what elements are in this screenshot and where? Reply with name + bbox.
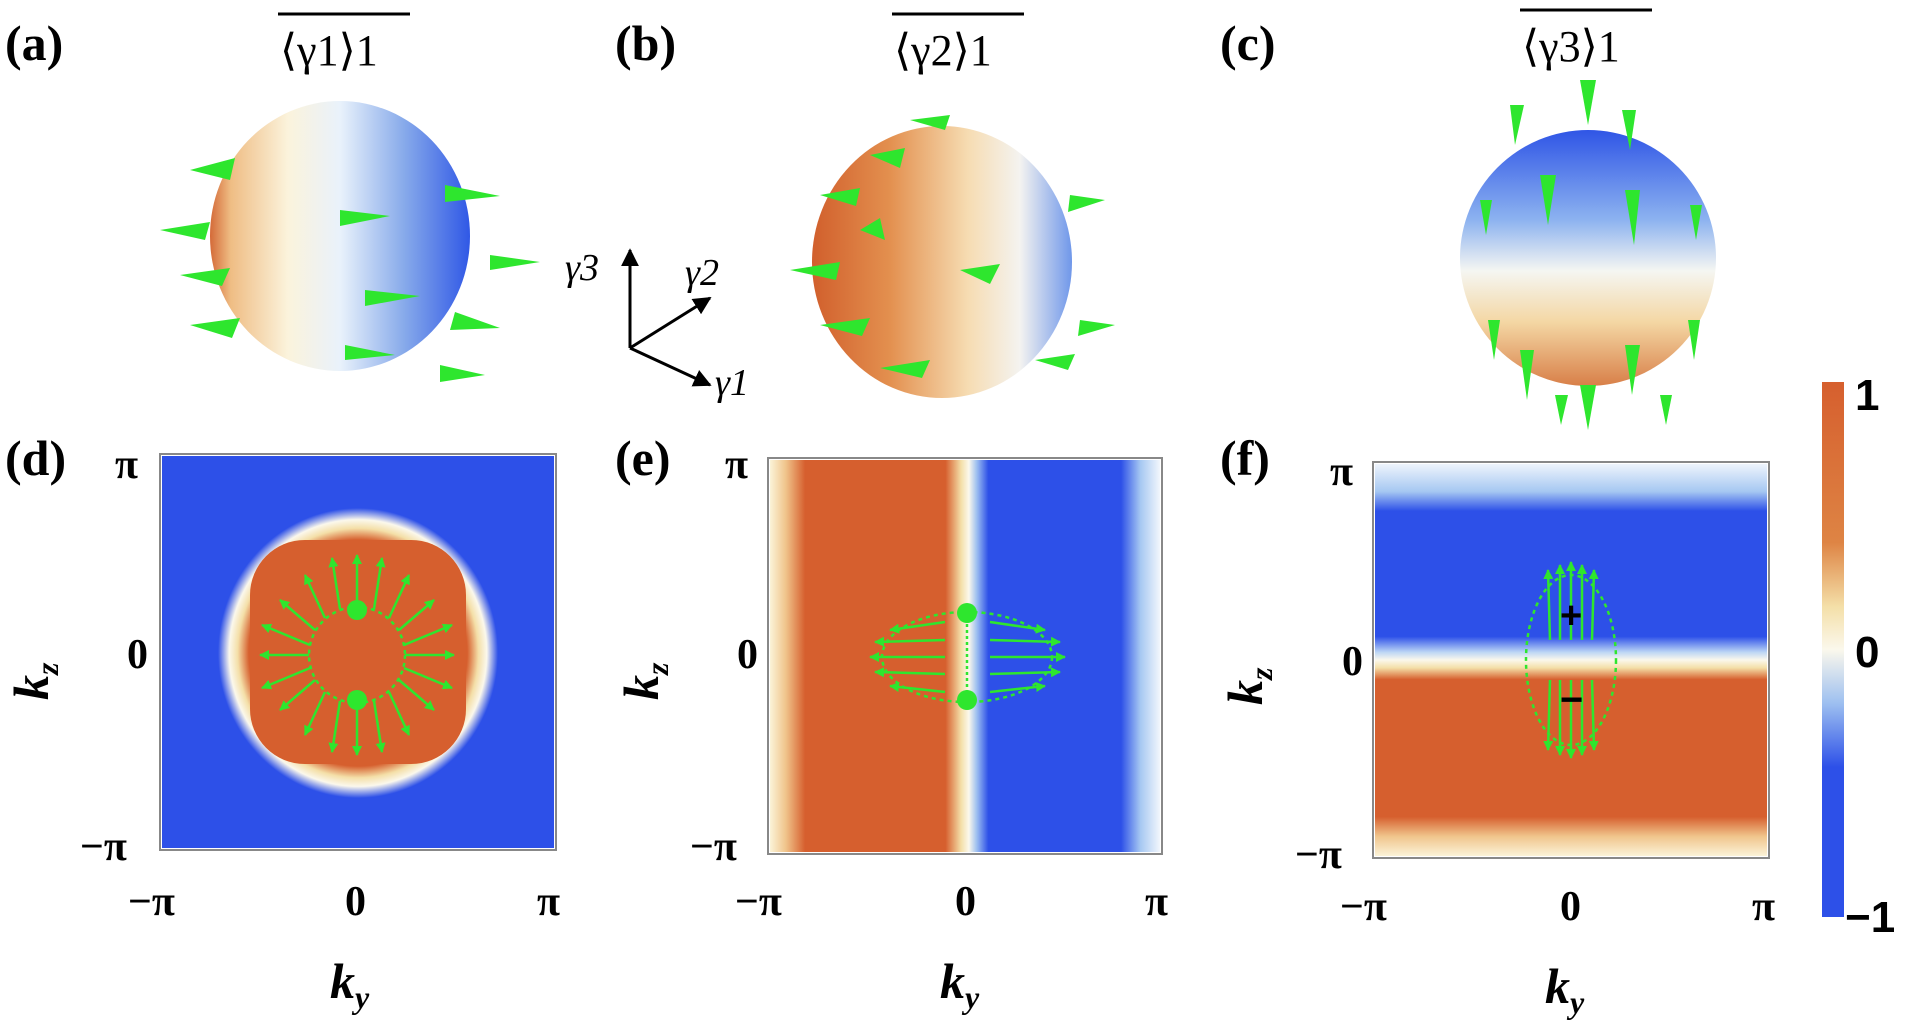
d-xtick-left: −π	[128, 879, 175, 925]
panel-f-label: (f)	[1220, 430, 1270, 486]
panel-b-title-text: ⟨γ2⟩1	[894, 26, 992, 75]
heatmap-e-node-bottom	[957, 690, 977, 710]
sphere-c-arrows	[1480, 80, 1702, 430]
f-ytick-bottom: −π	[1295, 832, 1342, 878]
heatmap-d	[159, 453, 557, 851]
f-xtick-right: π	[1752, 884, 1775, 930]
d-xlabel: ky	[330, 953, 370, 1015]
e-xlabel: ky	[940, 953, 980, 1015]
e-ytick-top: π	[725, 442, 748, 488]
colorbar: 1 0 −1	[1822, 371, 1895, 942]
heatmap-d-node-top	[347, 600, 367, 620]
sphere-a-arrows	[160, 158, 540, 382]
d-ytick-top: π	[115, 442, 138, 488]
panel-d-label: (d)	[5, 430, 66, 486]
heatmap-e	[767, 457, 1163, 855]
f-xlabel: ky	[1545, 958, 1585, 1020]
f-ytick-top: π	[1330, 449, 1353, 495]
colorbar-max-label: 1	[1855, 371, 1879, 420]
d-ytick-bottom: −π	[80, 824, 127, 870]
d-ylabel: kz	[3, 662, 65, 700]
sphere-a	[160, 101, 540, 382]
e-ytick-bottom: −π	[690, 824, 737, 870]
axes-e: π 0 −π −π 0 π ky kz	[613, 442, 1168, 1015]
f-ylabel: kz	[1217, 667, 1279, 705]
f-xtick-left: −π	[1340, 884, 1387, 930]
panel-e-label: (e)	[615, 430, 671, 486]
f-ytick-mid: 0	[1342, 639, 1363, 685]
axes-d: π 0 −π −π 0 π ky kz	[3, 442, 560, 1015]
axes-f: π 0 −π −π 0 π ky kz	[1217, 449, 1775, 1020]
triad-gamma2: γ2	[685, 252, 719, 294]
heatmap-f-vectors	[1524, 561, 1618, 759]
e-xtick-mid: 0	[955, 879, 976, 925]
panel-a-label: (a)	[5, 15, 63, 71]
d-ytick-mid: 0	[127, 632, 148, 678]
heatmap-f	[1372, 461, 1770, 859]
panel-c-title: ⟨γ3⟩1	[1520, 8, 1652, 71]
heatmap-e-node-top	[957, 603, 977, 623]
e-xtick-right: π	[1145, 879, 1168, 925]
panel-c-title-text: ⟨γ3⟩1	[1522, 22, 1620, 71]
d-xtick-mid: 0	[345, 879, 366, 925]
colorbar-min-label: −1	[1845, 893, 1895, 942]
sphere-c	[1460, 80, 1716, 430]
triad-gamma3: γ3	[565, 247, 599, 289]
e-ylabel: kz	[613, 662, 675, 700]
charge-plus: +	[1560, 595, 1582, 637]
panel-a-title-text: ⟨γ1⟩1	[280, 26, 378, 75]
sphere-b-arrows	[790, 115, 1115, 378]
e-ytick-mid: 0	[737, 632, 758, 678]
colorbar-mid-label: 0	[1855, 628, 1879, 677]
axes-triad: γ3 γ2 γ1	[565, 247, 749, 404]
heatmap-d-node-bottom	[347, 690, 367, 710]
panel-a-title: ⟨γ1⟩1	[278, 12, 410, 75]
panel-b-title: ⟨γ2⟩1	[892, 12, 1024, 75]
triad-gamma1: γ1	[715, 362, 749, 404]
e-xtick-left: −π	[735, 879, 782, 925]
charge-minus: −	[1560, 678, 1583, 722]
d-xtick-right: π	[537, 879, 560, 925]
panel-b-label: (b)	[615, 15, 676, 71]
f-xtick-mid: 0	[1560, 884, 1581, 930]
panel-c-label: (c)	[1220, 15, 1276, 71]
sphere-b	[790, 115, 1115, 398]
